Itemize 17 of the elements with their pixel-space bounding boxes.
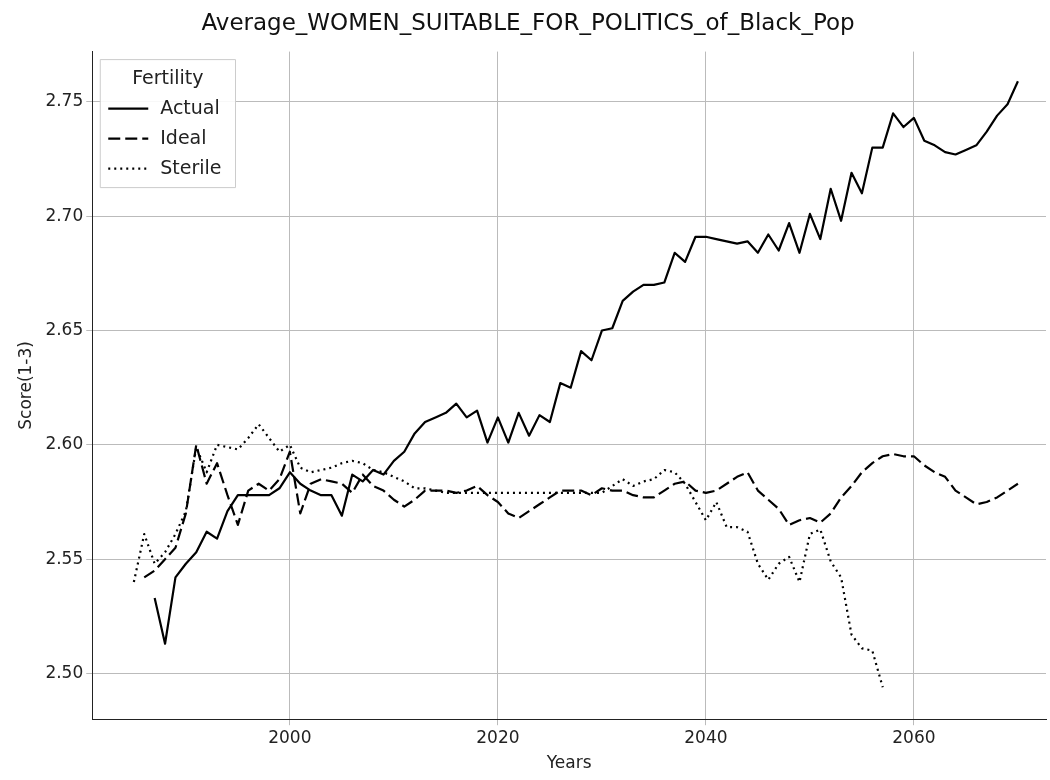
y-axis-title: Score(1-3) [14, 341, 35, 430]
y-tick-label: 2.65 [45, 318, 84, 339]
y-tick-label: 2.75 [45, 90, 84, 111]
y-tick-label: 2.70 [45, 204, 84, 225]
x-axis-title: Years [545, 752, 592, 773]
chart-title: Average_WOMEN_SUITABLE_FOR_POLITICS_of_Black_Pop [201, 8, 855, 35]
y-tick-label: 2.60 [45, 433, 84, 454]
y-tick-label: 2.55 [45, 547, 84, 568]
legend-title: Fertility [132, 65, 204, 88]
legend-label: Ideal [160, 125, 207, 148]
x-tick-label: 2020 [476, 726, 520, 747]
x-tick-label: 2060 [892, 726, 936, 747]
y-tick-label: 2.50 [45, 661, 84, 682]
legend-label: Sterile [160, 155, 222, 178]
x-tick-label: 2040 [684, 726, 728, 747]
legend-label: Actual [160, 95, 220, 118]
x-tick-label: 2000 [268, 726, 312, 747]
